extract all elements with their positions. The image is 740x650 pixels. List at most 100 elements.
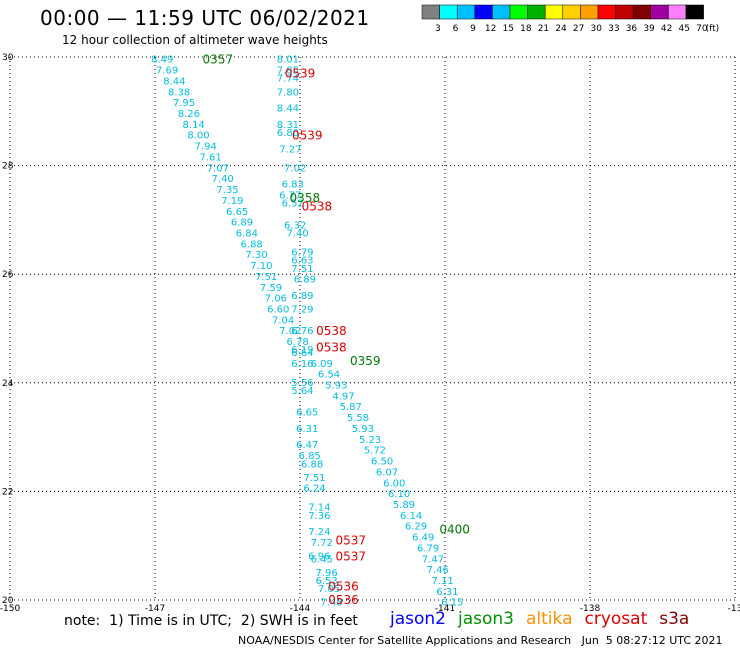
x-tick-label: -141 xyxy=(435,604,455,614)
x-tick-label: -138 xyxy=(580,604,601,614)
swh-value-label: 5.93 xyxy=(352,424,374,435)
colorbar-swatch xyxy=(456,4,476,20)
swh-value-label: 7.02 xyxy=(279,326,301,337)
swh-value-label: 8.14 xyxy=(183,120,205,131)
colorbar-swatch xyxy=(668,4,687,20)
swh-value-label: 6.24 xyxy=(303,484,325,495)
swh-value-label: 7.05 xyxy=(318,584,340,595)
y-tick-label: 26 xyxy=(2,270,14,280)
colorbar-swatch xyxy=(509,4,528,20)
swh-value-label: 6.63 xyxy=(291,256,313,267)
swh-value-label: 7.59 xyxy=(260,283,282,294)
swh-value-label: 7.06 xyxy=(265,294,287,305)
swh-value-label: 6.89 xyxy=(291,291,313,302)
swh-value-label: 6.00 xyxy=(383,478,405,489)
swh-value-label: 6.14 xyxy=(400,511,422,522)
swh-value-label: 8.38 xyxy=(168,87,190,98)
swh-value-label: 8.44 xyxy=(277,104,299,115)
swh-value-label: 6.29 xyxy=(405,522,427,533)
colorbar-label: 36 xyxy=(626,24,638,34)
swh-value-label: 7.07 xyxy=(207,163,229,174)
swh-value-label: 6.78 xyxy=(286,337,308,348)
colorbar-swatch xyxy=(492,4,511,20)
swh-value-label: 6.85 xyxy=(299,451,321,462)
colorbar-label: 12 xyxy=(485,24,496,34)
swh-value-label: 7.04 xyxy=(272,315,294,326)
swh-value-label: 7.95 xyxy=(173,98,195,109)
swh-value-label: 7.85 xyxy=(277,66,299,77)
colorbar-label: 18 xyxy=(520,24,532,34)
colorbar-swatch xyxy=(527,4,546,20)
swh-value-label: 7.80 xyxy=(277,87,299,98)
credit-text: NOAA/NESDIS Center for Satellite Applica… xyxy=(238,634,723,647)
legend-mission-jason2: jason2 xyxy=(390,609,446,629)
colorbar-swatch xyxy=(544,4,564,20)
time-label: 0400 xyxy=(439,522,470,536)
x-tick-label: -13 xyxy=(728,604,740,614)
swh-value-label: 6.60 xyxy=(267,304,289,315)
swh-value-label: 6.65 xyxy=(296,408,318,419)
swh-value-label: 6.49 xyxy=(412,533,434,544)
colorbar-swatch xyxy=(615,4,634,20)
colorbar-swatch xyxy=(597,4,616,20)
swh-value-label: 5.56 xyxy=(291,378,313,389)
swh-value-label: 6.19 xyxy=(291,345,313,356)
time-label: 0538 xyxy=(302,199,333,213)
swh-value-label: 7.29 xyxy=(291,304,313,315)
swh-value-label: 8.31 xyxy=(277,120,299,131)
swh-value-label: 6.89 xyxy=(294,275,316,286)
swh-value-label: 8.01 xyxy=(277,55,299,66)
swh-value-label: 5.58 xyxy=(347,413,369,424)
colorbar-label: 27 xyxy=(573,24,584,34)
swh-value-label: 5.72 xyxy=(364,446,386,457)
colorbar-swatch xyxy=(685,4,704,20)
legend-mission-altika: altika xyxy=(526,609,573,629)
swh-value-label: 6.89 xyxy=(231,218,253,229)
time-label: 0536 xyxy=(328,579,359,593)
time-label: 0536 xyxy=(328,593,359,607)
mission-legend: jason2 jason3 altika cryosat s3a xyxy=(390,609,701,629)
colorbar-label: 45 xyxy=(679,24,690,34)
colorbar-label: 3 xyxy=(435,24,441,34)
swh-value-label: 7.61 xyxy=(199,152,221,163)
colorbar-label: 15 xyxy=(503,24,514,34)
y-tick-label: 28 xyxy=(2,162,14,172)
time-label: 0537 xyxy=(335,550,366,564)
swh-value-label: 7.24 xyxy=(308,527,330,538)
swh-value-label: 6.77 xyxy=(279,190,301,201)
swh-value-label: 6.32 xyxy=(284,220,306,231)
swh-value-label: 7.36 xyxy=(308,511,330,522)
colorbar-label: 30 xyxy=(591,24,603,34)
time-label: 0539 xyxy=(292,129,323,143)
colorbar-label: 42 xyxy=(661,24,672,34)
swh-value-label: 7.19 xyxy=(221,196,243,207)
swh-value-label: 7.51 xyxy=(303,473,325,484)
swh-value-label: 6.79 xyxy=(291,247,313,258)
swh-value-label: 7.47 xyxy=(422,554,444,565)
x-tick-label: -144 xyxy=(290,604,311,614)
swh-value-label: 7.40 xyxy=(212,174,234,185)
swh-value-label: 6.31 xyxy=(296,424,318,435)
time-label: 0538 xyxy=(316,341,347,355)
swh-value-label: 6.54 xyxy=(318,370,340,381)
time-label: 0357 xyxy=(203,53,234,67)
y-tick-label: 22 xyxy=(2,487,13,497)
swh-value-label: 8.49 xyxy=(151,55,173,66)
swh-value-label: 8.44 xyxy=(163,76,185,87)
swh-value-label: 6.88 xyxy=(301,459,323,470)
swh-value-label: 5.89 xyxy=(393,500,415,511)
swh-value-label: 6.16 xyxy=(291,359,313,370)
page-title: 00:00 — 11:59 UTC 06/02/2021 xyxy=(40,6,370,30)
swh-value-label: 6.47 xyxy=(296,440,318,451)
colorbar-label: 9 xyxy=(470,24,476,34)
swh-value-label: 5.23 xyxy=(359,435,381,446)
swh-value-label: 7.35 xyxy=(216,185,238,196)
swh-value-label: 6.53 xyxy=(315,576,337,587)
swh-value-label: 7.46 xyxy=(427,565,449,576)
y-tick-label: 20 xyxy=(2,596,14,606)
swh-value-label: 5.64 xyxy=(291,386,313,397)
colorbar-swatch xyxy=(439,4,458,20)
swh-value-label: 6.80 xyxy=(277,128,299,139)
colorbar-label: 33 xyxy=(608,24,619,34)
swh-value-label: 7.96 xyxy=(315,568,337,579)
